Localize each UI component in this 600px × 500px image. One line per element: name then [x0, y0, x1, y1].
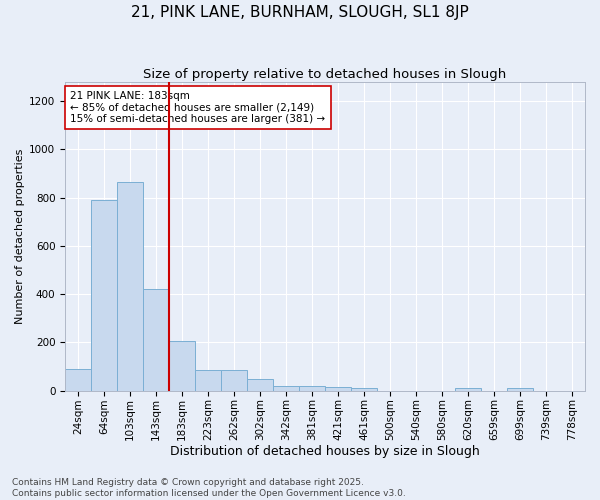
Bar [91, 200, 117, 390]
Bar [143, 289, 169, 390]
Bar [299, 386, 325, 390]
Bar [169, 341, 195, 390]
Bar [455, 388, 481, 390]
Bar [117, 182, 143, 390]
Bar [247, 378, 273, 390]
Bar [325, 387, 351, 390]
Bar [195, 370, 221, 390]
Bar [351, 388, 377, 390]
Y-axis label: Number of detached properties: Number of detached properties [15, 148, 25, 324]
Bar [507, 388, 533, 390]
Bar [221, 370, 247, 390]
Title: Size of property relative to detached houses in Slough: Size of property relative to detached ho… [143, 68, 506, 80]
Bar [273, 386, 299, 390]
Text: Contains HM Land Registry data © Crown copyright and database right 2025.
Contai: Contains HM Land Registry data © Crown c… [12, 478, 406, 498]
Text: 21, PINK LANE, BURNHAM, SLOUGH, SL1 8JP: 21, PINK LANE, BURNHAM, SLOUGH, SL1 8JP [131, 5, 469, 20]
Text: 21 PINK LANE: 183sqm
← 85% of detached houses are smaller (2,149)
15% of semi-de: 21 PINK LANE: 183sqm ← 85% of detached h… [70, 91, 325, 124]
Bar [65, 369, 91, 390]
X-axis label: Distribution of detached houses by size in Slough: Distribution of detached houses by size … [170, 444, 480, 458]
